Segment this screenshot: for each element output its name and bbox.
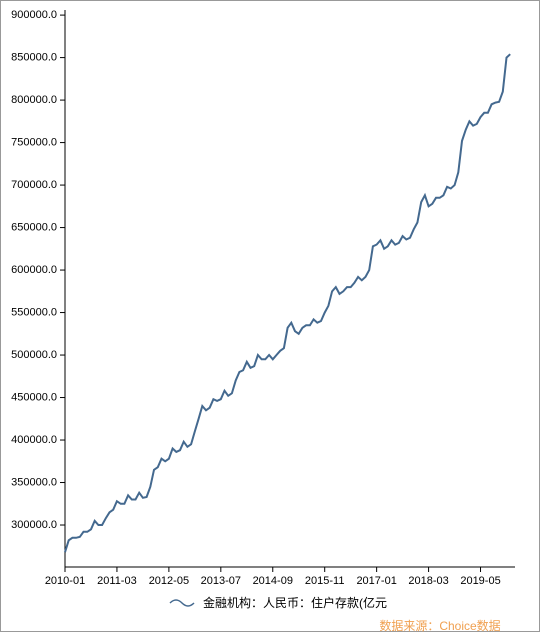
y-tick-label: 400000.0 — [11, 434, 57, 446]
x-tick-label: 2019-05 — [460, 575, 500, 587]
x-tick-label: 2017-01 — [356, 575, 396, 587]
legend-swatch — [169, 599, 195, 607]
y-tick-label: 750000.0 — [11, 136, 57, 148]
y-tick-label: 900000.0 — [11, 9, 57, 21]
y-tick-label: 300000.0 — [11, 519, 57, 531]
legend-label: 金融机构：人民币：住户存款(亿元 — [203, 595, 387, 610]
x-tick-label: 2013-07 — [201, 575, 241, 587]
y-tick-label: 850000.0 — [11, 51, 57, 63]
y-tick-label: 650000.0 — [11, 221, 57, 233]
y-tick-label: 350000.0 — [11, 476, 57, 488]
x-tick-label: 2014-09 — [253, 575, 293, 587]
y-tick-label: 800000.0 — [11, 94, 57, 106]
y-tick-label: 700000.0 — [11, 179, 57, 191]
y-tick-label: 500000.0 — [11, 349, 57, 361]
source: 数据来源：Choice数据 — [379, 618, 500, 633]
x-tick-label: 2011-03 — [97, 575, 137, 587]
line — [64, 53, 511, 553]
x-tick-label: 2012-05 — [149, 575, 189, 587]
x-tick-label: 2010-01 — [45, 575, 85, 587]
x-tick-label: 2018-03 — [408, 575, 448, 587]
y-tick-label: 600000.0 — [11, 264, 57, 276]
y-tick-label: 450000.0 — [11, 391, 57, 403]
x-tick-label: 2015-11 — [305, 575, 345, 587]
y-tick-label: 550000.0 — [11, 306, 57, 318]
